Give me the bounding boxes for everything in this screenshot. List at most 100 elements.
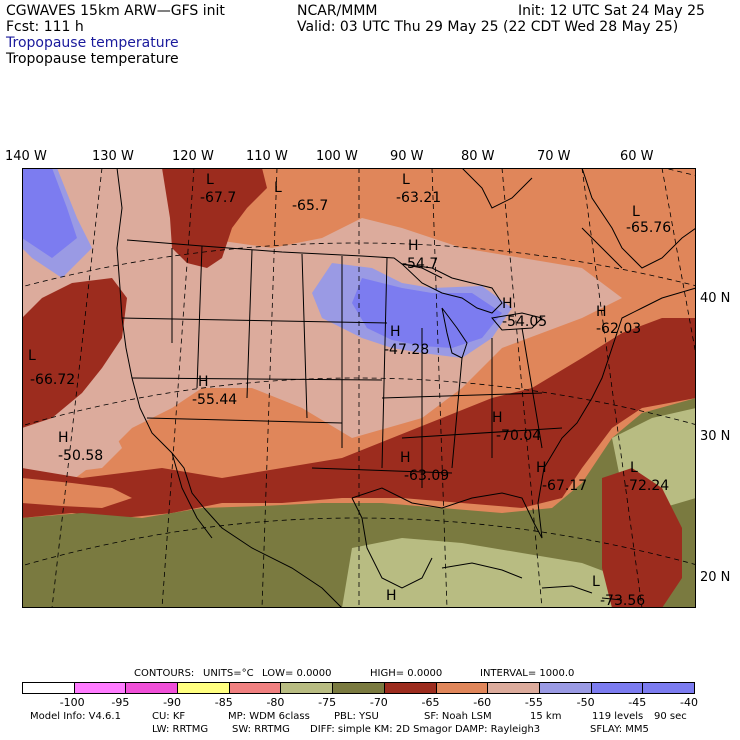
legend-tick-label: -95 [111, 696, 130, 709]
surface-layer-scheme: SFLAY: MM5 [590, 724, 649, 735]
legend-color-box [487, 682, 540, 694]
legend-color-box [642, 682, 695, 694]
extremum-marker: H [408, 238, 419, 254]
legend-color-box [332, 682, 385, 694]
valid-time: Valid: 03 UTC Thu 29 May 25 (22 CDT Wed … [297, 19, 679, 35]
legend-tick-label: -80 [266, 696, 285, 709]
extremum-value: -47.28 [384, 342, 429, 358]
grid-spacing: 15 km [530, 711, 562, 722]
extremum-marker: L [630, 460, 638, 476]
legend-tick-label: -60 [473, 696, 492, 709]
legend-tick-label: -55 [524, 696, 543, 709]
contours-low: LOW= 0.0000 [262, 668, 332, 679]
field-darkred-westcoast [22, 278, 127, 428]
legend-color-box [125, 682, 179, 694]
legend-color-box [280, 682, 334, 694]
microphysics-scheme: MP: WDM 6class [228, 711, 310, 722]
legend-color-box [538, 682, 592, 694]
extremum-value: -67.7 [200, 190, 236, 206]
lat-label-40n: 40 N [700, 291, 731, 306]
field-darkred-atlantic [602, 468, 682, 608]
extremum-value: -73.56 [600, 593, 645, 608]
legend-tick-label: -90 [163, 696, 182, 709]
field-darkred-south [22, 318, 696, 518]
latlon-grid [22, 168, 696, 608]
extremum-value: -55.44 [192, 392, 237, 408]
legend-color-box [383, 682, 437, 694]
legend-color-box [22, 682, 75, 694]
lon-label-120w: 120 W [172, 149, 214, 164]
extremum-value: -65.7 [292, 198, 328, 214]
shortwave-scheme: SW: RRTMG [232, 724, 290, 735]
legend-tick-label: -40 [680, 696, 698, 709]
lon-label-70w: 70 W [537, 149, 571, 164]
cumulus-scheme: CU: KF [152, 711, 186, 722]
extremum-marker: L [28, 348, 36, 364]
legend-color-box [73, 682, 127, 694]
tropopause-temperature-map: L -67.7 L -65.7 L -63.21 L -65.76 H -54.… [22, 168, 696, 608]
geographic-boundaries [116, 168, 696, 608]
extremum-marker: L [402, 172, 410, 188]
extremum-value: -62.03 [596, 321, 641, 337]
extremum-marker: L [592, 574, 600, 590]
legend-tick-label: -65 [421, 696, 440, 709]
legend-tick-label: -45 [628, 696, 647, 709]
legend-tick-label: -100 [59, 696, 85, 709]
diffusion-damping: DIFF: simple KM: 2D Smagor DAMP: Rayleig… [310, 724, 541, 735]
field-blue-west [22, 168, 77, 258]
lon-label-100w: 100 W [316, 149, 358, 164]
legend-tick-label: -75 [318, 696, 337, 709]
extremum-value: -63.21 [396, 190, 441, 206]
init-time: Init: 12 UTC Sat 24 May 25 [518, 3, 705, 19]
vertical-levels: 119 levels [592, 711, 644, 722]
legend-tick-label: -50 [576, 696, 595, 709]
legend-tick-label: -85 [214, 696, 233, 709]
field-orange-patch-1 [22, 478, 132, 508]
lat-label-30n: 30 N [700, 429, 731, 444]
longwave-scheme: LW: RRTMG [152, 724, 209, 735]
contours-high: HIGH= 0.0000 [370, 668, 443, 679]
lon-label-80w: 80 W [461, 149, 495, 164]
extremum-value: -67.17 [542, 478, 587, 494]
pbl-scheme: PBL: YSU [334, 711, 379, 722]
field-blue-central [352, 278, 502, 348]
field-pale-sw [37, 418, 122, 473]
legend-color-box [177, 682, 230, 694]
extremum-value: -54.7 [402, 256, 438, 272]
legend-color-box [590, 682, 644, 694]
legend-color-box [435, 682, 489, 694]
extremum-marker: H [400, 450, 411, 466]
extremum-marker: H [58, 430, 69, 446]
legend-tick-label: -70 [369, 696, 388, 709]
extremum-value: -70.04 [496, 428, 541, 444]
extremum-value: -65.76 [626, 220, 671, 236]
extremum-value: -72.24 [624, 478, 669, 494]
lon-label-110w: 110 W [246, 149, 288, 164]
extremum-marker: L [632, 204, 640, 220]
forecast-hour: Fcst: 111 h [6, 19, 84, 35]
organization: NCAR/MMM [297, 3, 378, 19]
extremum-value: -63.09 [404, 468, 449, 484]
field-title-shaded: Tropopause temperature [6, 35, 179, 51]
surface-scheme: SF: Noah LSM [424, 711, 492, 722]
contours-units: UNITS=°C [203, 668, 254, 679]
extremum-marker: H [386, 588, 397, 604]
model-title: CGWAVES 15km ARW—GFS init [6, 3, 225, 19]
extremum-marker: L [274, 180, 282, 196]
lat-label-20n: 20 N [700, 570, 731, 585]
extremum-marker: H [390, 324, 401, 340]
extremum-marker: H [596, 304, 607, 320]
lon-label-90w: 90 W [390, 149, 424, 164]
extremum-marker: H [198, 374, 209, 390]
field-title-contour: Tropopause temperature [6, 51, 179, 67]
model-version: Model Info: V4.6.1 [30, 711, 121, 722]
extremum-marker: H [502, 296, 513, 312]
extremum-value: -50.58 [58, 448, 103, 464]
field-khaki-south [342, 538, 622, 608]
lon-label-60w: 60 W [620, 149, 654, 164]
extremum-marker: H [536, 460, 547, 476]
legend-color-box [228, 682, 282, 694]
lon-label-140w: 140 W [5, 149, 47, 164]
timestep: 90 sec [654, 711, 687, 722]
contours-label: CONTOURS: [134, 668, 195, 679]
